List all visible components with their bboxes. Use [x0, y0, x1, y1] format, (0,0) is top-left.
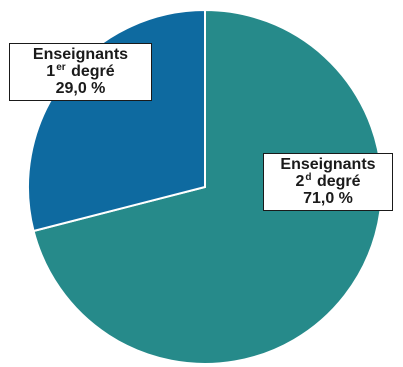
pie-slice-enseignants-2d-degre: [32, 8, 383, 365]
label-enseignants-1er-degre: Enseignants 1er degré 29,0 %: [9, 43, 152, 101]
label-secondary-title: Enseignants: [280, 156, 376, 173]
label-primary-degree: 1er degré: [46, 62, 115, 81]
label-primary-title: Enseignants: [32, 46, 129, 63]
label-secondary-degree: 2d degré: [295, 172, 361, 191]
label-primary-value: 29,0 %: [55, 80, 106, 97]
label-enseignants-2d-degre: Enseignants 2d degré 71,0 %: [263, 153, 393, 211]
label-secondary-value: 71,0 %: [303, 190, 353, 207]
